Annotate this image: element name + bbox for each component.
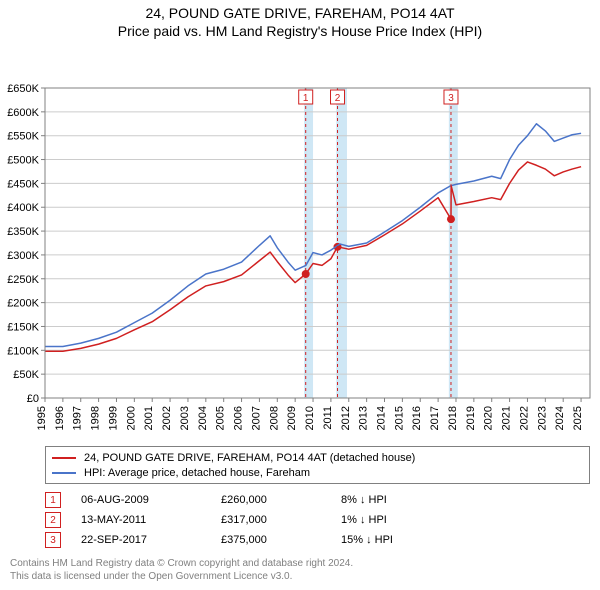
x-tick-label: 2005 <box>215 406 227 430</box>
legend-item-hpi: HPI: Average price, detached house, Fare… <box>52 465 583 480</box>
sale-row: 2 13-MAY-2011 £317,000 1% ↓ HPI <box>45 510 590 530</box>
sale-row: 3 22-SEP-2017 £375,000 15% ↓ HPI <box>45 530 590 550</box>
x-tick-label: 2009 <box>286 406 298 430</box>
legend-item-property: 24, POUND GATE DRIVE, FAREHAM, PO14 4AT … <box>52 450 583 465</box>
x-tick-label: 2008 <box>268 406 280 430</box>
title-line-2: Price paid vs. HM Land Registry's House … <box>0 22 600 40</box>
x-tick-label: 1997 <box>72 406 84 430</box>
sales-table: 1 06-AUG-2009 £260,000 8% ↓ HPI 2 13-MAY… <box>45 490 590 550</box>
x-tick-label: 2002 <box>161 406 173 430</box>
x-tick-label: 2020 <box>483 406 495 430</box>
sale-date: 13-MAY-2011 <box>81 514 221 526</box>
price-chart: £0 £50K £100K £150K £200K £250K £300K £350K £400… <box>0 40 600 440</box>
x-tick-label: 2004 <box>197 406 209 430</box>
x-tick-label: 2025 <box>572 406 584 430</box>
sale-price: £260,000 <box>221 494 341 506</box>
sale-marker-2: 2 <box>45 512 61 528</box>
sale-price: £375,000 <box>221 534 341 546</box>
x-tick-label: 2000 <box>125 406 137 430</box>
title-line-1: 24, POUND GATE DRIVE, FAREHAM, PO14 4AT <box>0 4 600 22</box>
x-tick-label: 2024 <box>554 406 566 430</box>
sale-price: £317,000 <box>221 514 341 526</box>
y-tick-label: £200K <box>7 298 39 310</box>
x-tick-label: 2013 <box>358 406 370 430</box>
legend-label-hpi: HPI: Average price, detached house, Fare… <box>84 467 310 479</box>
highlight-band <box>304 88 313 398</box>
x-tick-label: 2010 <box>304 406 316 430</box>
x-tick-label: 1995 <box>36 406 48 430</box>
sale-date: 06-AUG-2009 <box>81 494 221 506</box>
legend: 24, POUND GATE DRIVE, FAREHAM, PO14 4AT … <box>45 446 590 484</box>
y-tick-label: £650K <box>7 83 39 95</box>
x-tick-label: 1999 <box>107 406 119 430</box>
x-tick-label: 2016 <box>411 406 423 430</box>
attribution-line-1: Contains HM Land Registry data © Crown c… <box>10 558 590 571</box>
y-tick-label: £0 <box>27 393 39 405</box>
x-tick-label: 2014 <box>376 406 388 430</box>
sale-marker-number: 3 <box>448 93 454 104</box>
y-tick-label: £150K <box>7 322 39 334</box>
y-tick-label: £300K <box>7 250 39 262</box>
y-tick-label: £400K <box>7 203 39 215</box>
x-tick-label: 2019 <box>465 406 477 430</box>
x-tick-label: 2012 <box>340 406 352 430</box>
x-tick-label: 2017 <box>429 406 441 430</box>
x-tick-label: 2015 <box>393 406 405 430</box>
y-tick-label: £50K <box>13 370 39 382</box>
x-tick-label: 2018 <box>447 406 459 430</box>
y-tick-label: £100K <box>7 346 39 358</box>
sale-marker-3: 3 <box>45 532 61 548</box>
sale-marker-number: 1 <box>303 93 309 104</box>
highlight-band <box>449 88 458 398</box>
attribution-line-2: This data is licensed under the Open Gov… <box>10 571 590 584</box>
y-tick-label: £350K <box>7 226 39 238</box>
y-tick-label: £600K <box>7 107 39 119</box>
sale-delta: 15% ↓ HPI <box>341 534 461 546</box>
sale-delta: 8% ↓ HPI <box>341 494 461 506</box>
plot-border <box>45 88 590 398</box>
attribution: Contains HM Land Registry data © Crown c… <box>10 558 590 583</box>
sale-marker-1: 1 <box>45 492 61 508</box>
x-tick-label: 2011 <box>322 406 334 430</box>
sale-date: 22-SEP-2017 <box>81 534 221 546</box>
x-tick-label: 2023 <box>536 406 548 430</box>
page-title: 24, POUND GATE DRIVE, FAREHAM, PO14 4AT … <box>0 0 600 40</box>
y-tick-label: £450K <box>7 179 39 191</box>
sale-row: 1 06-AUG-2009 £260,000 8% ↓ HPI <box>45 490 590 510</box>
x-tick-label: 1998 <box>90 406 102 430</box>
x-tick-label: 2003 <box>179 406 191 430</box>
legend-swatch-property <box>52 457 76 459</box>
sale-marker-number: 2 <box>335 93 341 104</box>
x-tick-label: 2022 <box>518 406 530 430</box>
x-tick-label: 2007 <box>250 406 262 430</box>
y-tick-label: £550K <box>7 131 39 143</box>
sale-delta: 1% ↓ HPI <box>341 514 461 526</box>
legend-label-property: 24, POUND GATE DRIVE, FAREHAM, PO14 4AT … <box>84 452 415 464</box>
x-tick-label: 2006 <box>233 406 245 430</box>
x-tick-label: 1996 <box>54 406 66 430</box>
x-tick-label: 2001 <box>143 406 155 430</box>
y-tick-label: £500K <box>7 155 39 167</box>
x-tick-label: 2021 <box>501 406 513 430</box>
y-tick-label: £250K <box>7 274 39 286</box>
legend-swatch-hpi <box>52 472 76 474</box>
